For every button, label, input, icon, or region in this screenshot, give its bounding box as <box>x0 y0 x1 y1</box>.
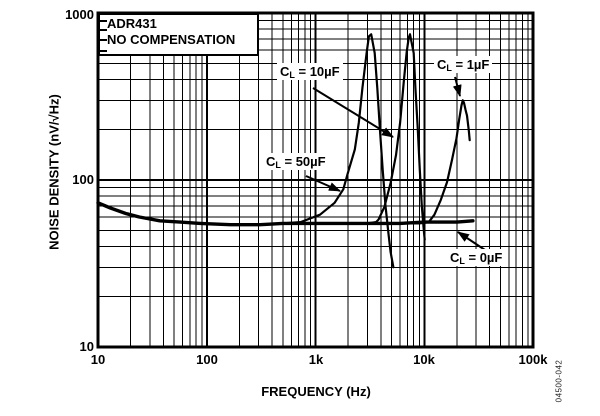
ytick-stub <box>100 50 107 52</box>
xtick-10k: 10k <box>413 352 435 367</box>
ytick-10: 10 <box>79 339 94 354</box>
curve-cl-50-f <box>96 33 395 269</box>
annotation-arrow <box>305 175 341 192</box>
curve-cl-0-f <box>96 201 475 227</box>
plot-border <box>96 11 535 349</box>
annotation-cl-1uf: CL = 1µF <box>434 56 493 73</box>
annotation-cl-10uf: CL = 10µF <box>277 63 343 80</box>
xtick-100: 100 <box>196 352 218 367</box>
x-axis-title: FREQUENCY (Hz) <box>261 384 371 399</box>
ytick-100: 100 <box>72 172 94 187</box>
xtick-100k: 100k <box>518 352 548 367</box>
ytick-stub <box>100 39 107 41</box>
annotation-cl-0uf: CL = 0µF <box>447 249 506 266</box>
compensation-note: NO COMPENSATION <box>107 32 236 47</box>
device-name: ADR431 <box>107 16 157 31</box>
annotation-arrow <box>457 231 489 253</box>
plot-title-box: ADR431 NO COMPENSATION <box>98 13 259 56</box>
y-axis-title: NOISE DENSITY (nV/√Hz) <box>46 94 62 250</box>
xtick-10: 10 <box>90 352 106 367</box>
annotation-arrow <box>312 87 394 138</box>
ytick-stub <box>100 20 107 22</box>
ytick-stub <box>100 29 107 31</box>
figure-number: 04500-042 <box>554 359 564 403</box>
annotation-cl-50uf: CL = 50µF <box>263 153 329 170</box>
ytick-1000: 1000 <box>65 7 94 22</box>
xtick-1k: 1k <box>308 352 324 367</box>
annotation-arrow <box>452 76 462 97</box>
